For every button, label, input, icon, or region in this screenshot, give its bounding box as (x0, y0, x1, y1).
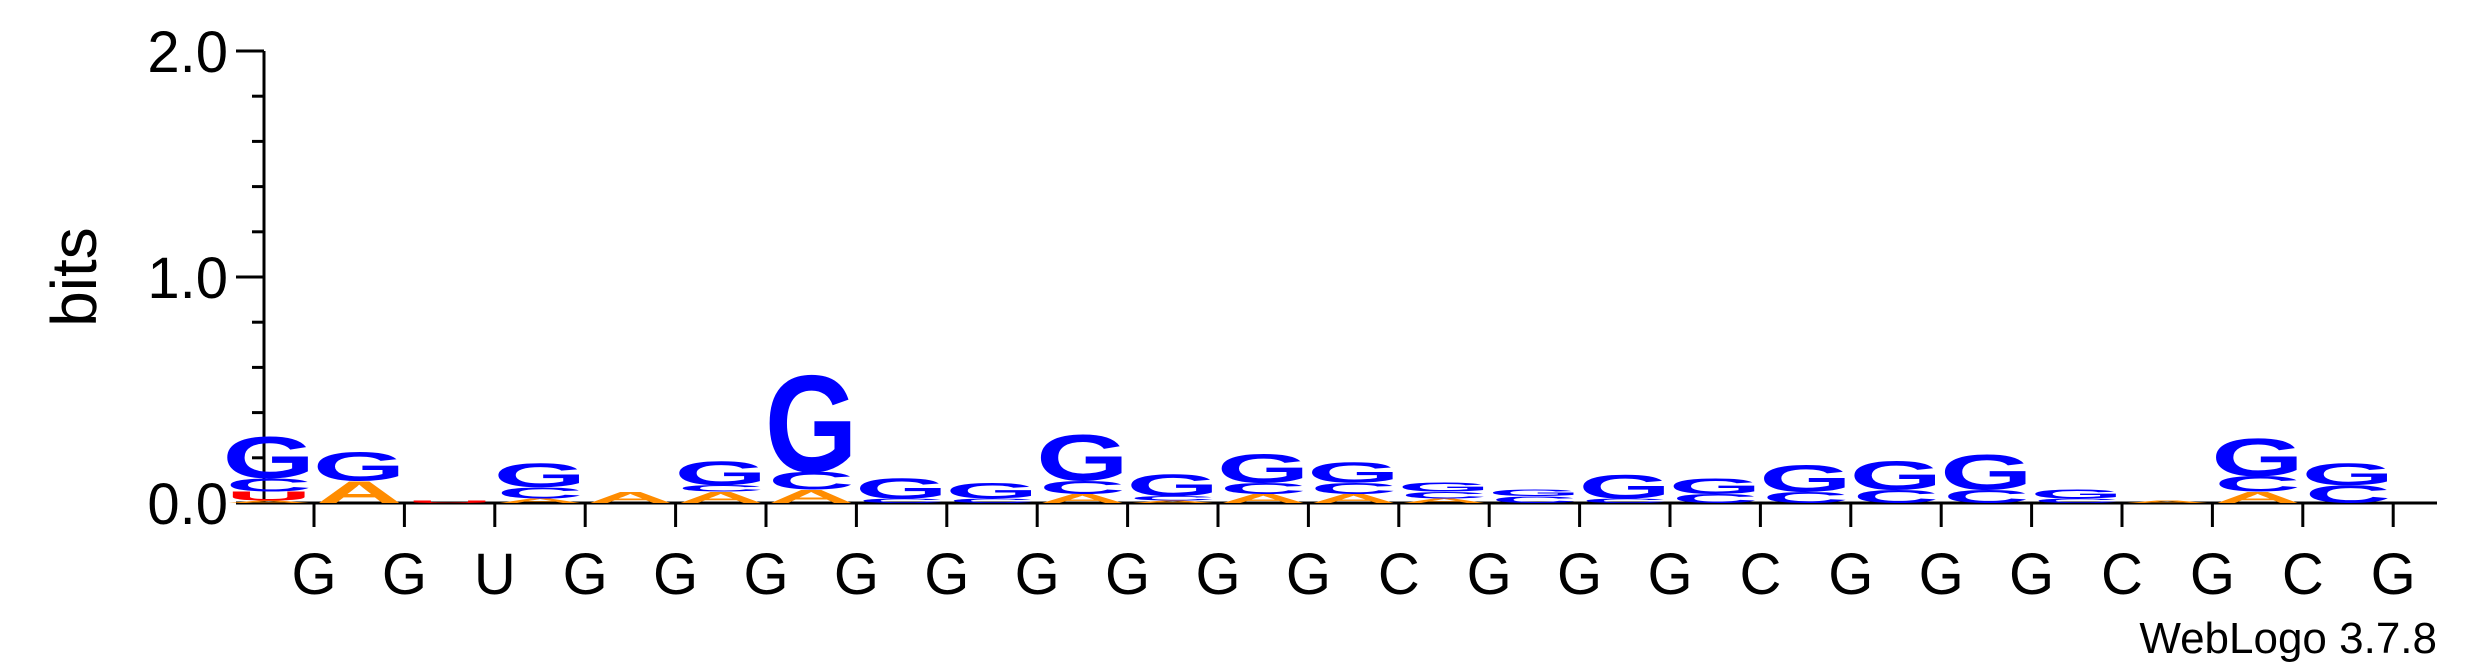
logo-letter-G: G (1940, 444, 2033, 500)
logo-letter-A: A (1310, 492, 1396, 506)
x-tick-label: G (1557, 542, 1602, 607)
x-tick-label: G (1647, 542, 1692, 607)
x-tick-label: G (563, 542, 608, 607)
logo-letter-C: C (949, 497, 1035, 504)
y-tick-label: 2.0 (147, 20, 228, 85)
logo-letter-G: G (1036, 422, 1129, 495)
logo-letter-C: C (768, 467, 854, 495)
x-tick-label: G (291, 542, 336, 607)
logo-letter-C: C (1491, 494, 1577, 505)
logo-letter-A: A (587, 489, 673, 506)
logo-letter-G: G (222, 425, 315, 491)
logo-letter-A: A (678, 489, 764, 506)
logo-letter-C: C (1220, 480, 1306, 497)
logo-letter-U: U (406, 500, 492, 503)
x-tick-label: G (2190, 542, 2235, 607)
logo-letter-C: C (858, 497, 944, 504)
y-axis-label: bits (38, 227, 110, 327)
logo-letter-G: G (855, 473, 948, 505)
x-tick-label: G (2371, 542, 2416, 607)
x-tick-label: C (2282, 542, 2324, 607)
logo-letter-C: C (1672, 492, 1758, 506)
x-tick-label: G (743, 542, 788, 607)
x-tick-label: G (653, 542, 698, 607)
x-tick-label: G (2009, 542, 2054, 607)
y-ticks: 0.0 1.0 2.0 (147, 20, 264, 537)
logo-letter-G: G (1307, 457, 1400, 489)
logo-letter-A: A (1401, 497, 1487, 504)
y-tick-label: 1.0 (147, 246, 228, 311)
x-tick-label: U (474, 542, 516, 607)
logo-letter-A: A (1130, 500, 1216, 503)
logo-letter-C: C (1582, 497, 1668, 504)
logo-letter-G: G (946, 479, 1039, 504)
logo-letter-C: C (1039, 477, 1125, 498)
logo-letter-C: C (2034, 497, 2120, 504)
logo-letter-G: G (1398, 480, 1491, 494)
x-tick-label: C (1739, 542, 1781, 607)
y-tick-label: 0.0 (147, 472, 228, 537)
logo-letter-G: G (1578, 467, 1671, 506)
x-tick-label: G (1195, 542, 1240, 607)
x-tick-label: G (1286, 542, 1331, 607)
logo-letter-G: G (765, 347, 858, 501)
logo-letter-G: G (1488, 488, 1581, 499)
logo-letter-G: G (1850, 452, 1943, 498)
logo-letter-G: G (1217, 446, 1310, 492)
logo-letter-A: A (768, 486, 854, 507)
x-tick-label: G (924, 542, 969, 607)
logo-letter-A: A (316, 475, 402, 510)
x-tick-label: G (834, 542, 879, 607)
logo-letter-G: G (1759, 458, 1852, 500)
logo-letter-U: U (226, 489, 312, 503)
logo-letter-A: A (1220, 492, 1306, 506)
logo-letter-G: G (313, 443, 406, 489)
logo-letter-G: G (1126, 468, 1219, 503)
logo-letter-G: G (674, 453, 767, 492)
logo-letter-C: C (497, 484, 583, 501)
x-tick-label: G (1828, 542, 1873, 607)
logo-letter-C: C (2214, 472, 2300, 497)
logo-letter-C: C (1310, 480, 1396, 497)
logo-letter-G: G (2211, 427, 2304, 487)
axes (262, 51, 2437, 505)
weblogo-version-label: WebLogo 3.7.8 (2139, 614, 2437, 663)
logo-letter-C: C (1853, 486, 1939, 507)
x-tick-label: G (382, 542, 427, 607)
logo-letter-A: A (2214, 489, 2300, 506)
logo-letter-C: C (1943, 486, 2029, 507)
logo-letter-A: A (497, 497, 583, 504)
logo-letter-C: C (226, 475, 312, 496)
logo-letter-A: A (1039, 492, 1125, 506)
x-tick-label: G (1467, 542, 1512, 607)
x-tick-label: G (1015, 542, 1060, 607)
logo-letter-A: A (2124, 500, 2210, 503)
logo-letter-C: C (1401, 490, 1487, 501)
logo-letter-G: G (494, 456, 587, 495)
logo-letter-C: C (1130, 495, 1216, 502)
logo-letter-C: C (2305, 481, 2391, 509)
logo-letter-G: G (1669, 474, 1762, 499)
x-tick-label: G (1919, 542, 1964, 607)
logo-letter-G: G (2302, 457, 2395, 492)
logo-letter-A: A (226, 500, 312, 503)
logo-letter-G: G (2030, 487, 2123, 501)
logo-letter-C: C (678, 483, 764, 494)
x-tick-label: C (2101, 542, 2143, 607)
logo-letter-C: C (1762, 489, 1848, 506)
x-tick-label: G (1105, 542, 1150, 607)
x-tick-label: C (1378, 542, 1420, 607)
